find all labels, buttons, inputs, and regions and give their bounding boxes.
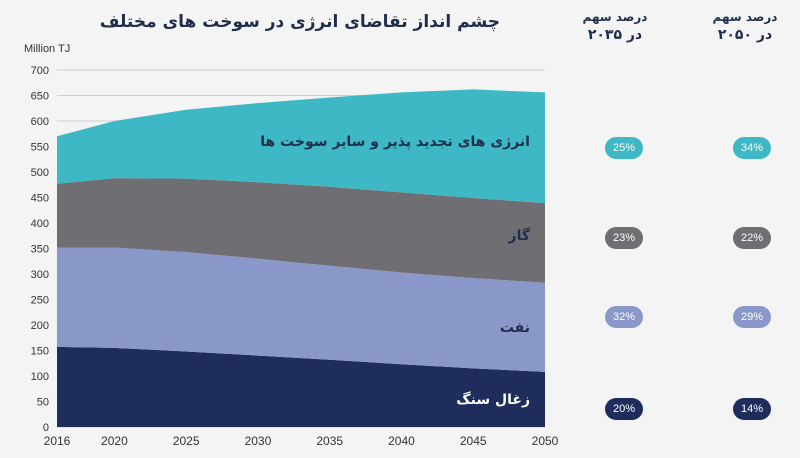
y-tick-label: 350 <box>31 244 49 256</box>
label-coal: زغال سنگ <box>456 392 530 408</box>
share-badge-renewables-2035: 25% <box>605 137 643 159</box>
y-tick-label: 300 <box>31 269 49 281</box>
label-oil: نفت <box>499 320 530 336</box>
area-coal <box>57 346 545 427</box>
y-tick-label: 100 <box>31 371 49 383</box>
share-badge-gas-2050: 22% <box>733 227 771 249</box>
y-axis-ticks: 0 50 100 150 200 250 300 350 400 450 500 550 600 650 7… <box>31 65 49 434</box>
area-renewables <box>57 89 545 204</box>
y-tick-label: 150 <box>31 346 49 358</box>
x-axis-ticks: 2016 2020 2025 2030 2035 2040 2045 2050 <box>44 434 559 448</box>
x-tick-label: 2025 <box>173 434 200 448</box>
share-badge-coal-2050: 14% <box>733 398 771 420</box>
x-tick-label: 2040 <box>388 434 415 448</box>
y-tick-label: 500 <box>31 167 49 179</box>
y-tick-label: 0 <box>43 422 49 434</box>
y-tick-label: 650 <box>31 91 49 103</box>
share-badge-renewables-2050: 34% <box>733 137 771 159</box>
column-header-2050: درصد سهم در ۲۰۵۰ <box>700 8 790 44</box>
area-gas <box>57 178 545 283</box>
column-header-2035-line1: درصد سهم <box>582 10 648 24</box>
y-tick-label: 200 <box>31 320 49 332</box>
y-axis-unit: Million TJ <box>24 43 71 55</box>
label-gas: گاز <box>508 228 530 244</box>
y-tick-label: 450 <box>31 193 49 205</box>
column-header-2050-line2: در ۲۰۵۰ <box>717 27 773 43</box>
y-tick-label: 550 <box>31 142 49 154</box>
x-tick-label: 2045 <box>460 434 487 448</box>
x-tick-label: 2050 <box>532 434 559 448</box>
x-tick-label: 2035 <box>316 434 343 448</box>
x-tick-label: 2016 <box>44 434 71 448</box>
chart-title: چشم انداز تقاضای انرژی در سوخت های مختلف <box>99 12 500 32</box>
column-header-2035: درصد سهم در ۲۰۳۵ <box>570 8 660 44</box>
x-tick-label: 2030 <box>245 434 272 448</box>
share-badge-coal-2035: 20% <box>605 398 643 420</box>
column-header-2035-line2: در ۲۰۳۵ <box>587 27 643 43</box>
area-series <box>57 89 545 427</box>
share-badge-oil-2035: 32% <box>605 306 643 328</box>
x-tick-label: 2020 <box>101 434 128 448</box>
area-oil <box>57 247 545 372</box>
share-badge-gas-2035: 23% <box>605 227 643 249</box>
y-tick-label: 250 <box>31 295 49 307</box>
share-badge-oil-2050: 29% <box>733 306 771 328</box>
label-renewables: انرژی های تجدید پذیر و سایر سوخت ها <box>260 134 530 150</box>
y-tick-label: 400 <box>31 218 49 230</box>
y-tick-label: 50 <box>37 397 49 409</box>
column-header-2050-line1: درصد سهم <box>712 10 778 24</box>
y-tick-label: 700 <box>31 65 49 77</box>
y-tick-label: 600 <box>31 116 49 128</box>
